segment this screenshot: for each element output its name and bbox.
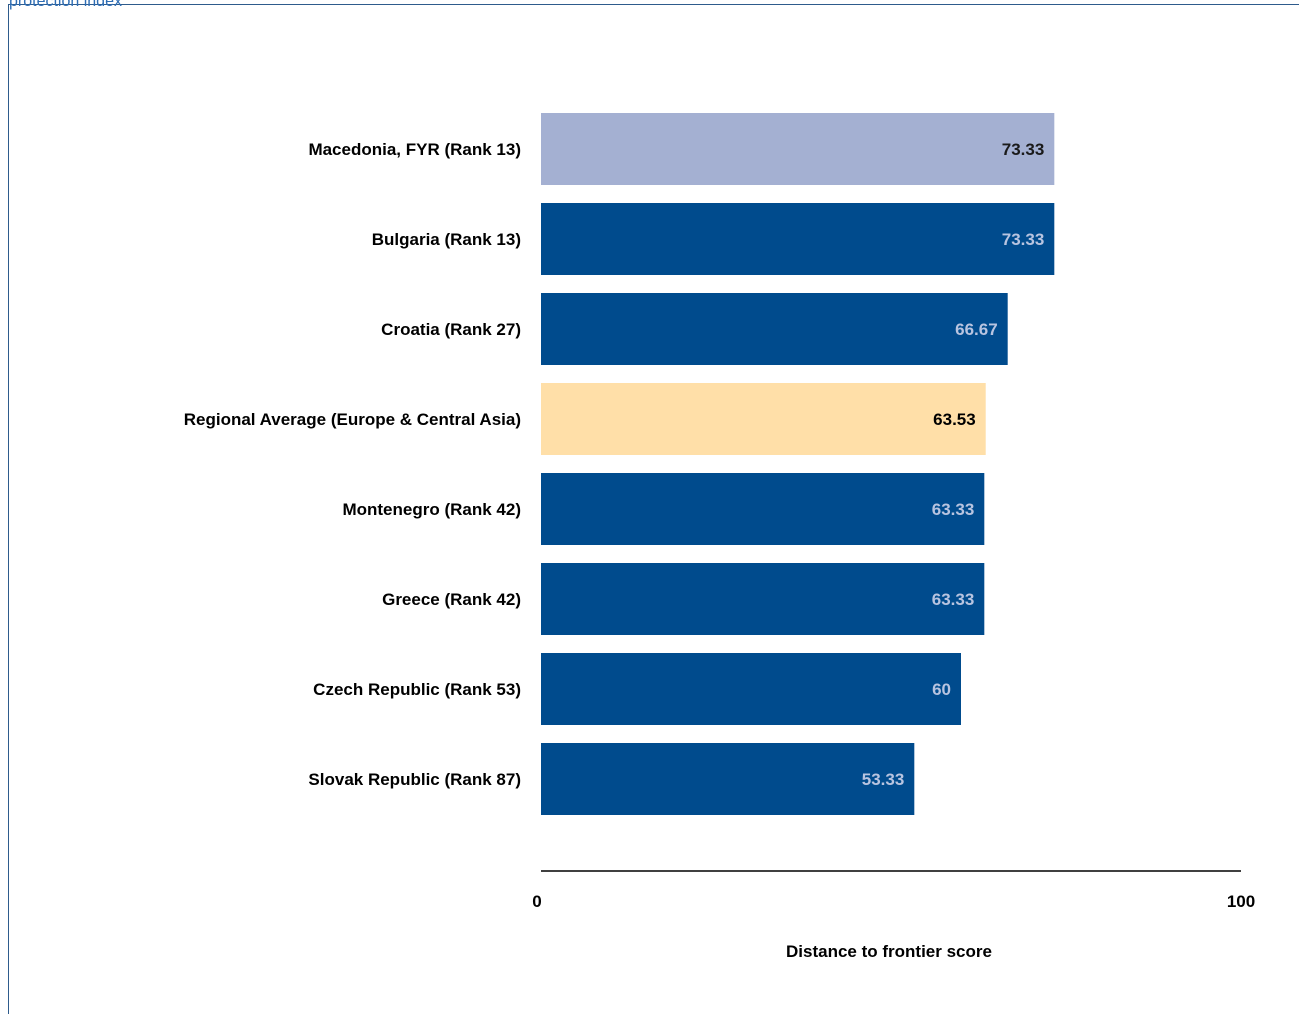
chart-caption: protection index (9, 0, 122, 10)
value-label-7: 53.33 (862, 770, 905, 789)
x-axis-title: Distance to frontier score (786, 942, 992, 961)
bar-6 (541, 653, 961, 725)
value-label-5: 63.33 (932, 590, 975, 609)
category-label-2: Croatia (Rank 27) (381, 320, 521, 339)
bar-4 (541, 473, 985, 545)
category-label-7: Slovak Republic (Rank 87) (308, 770, 521, 789)
bar-2 (541, 293, 1008, 365)
bar-3 (541, 383, 986, 455)
category-labels-group: Macedonia, FYR (Rank 13) Bulgaria (Rank 1… (184, 140, 521, 789)
x-tick-label-min: 0 (532, 892, 541, 911)
chart-frame: protection index (8, 0, 1299, 1014)
x-tick-label-max: 100 (1227, 892, 1255, 911)
category-label-5: Greece (Rank 42) (382, 590, 521, 609)
bars-group (541, 113, 1055, 815)
category-label-6: Czech Republic (Rank 53) (313, 680, 521, 699)
bar-1 (541, 203, 1055, 275)
value-label-4: 63.33 (932, 500, 975, 519)
category-label-0: Macedonia, FYR (Rank 13) (308, 140, 521, 159)
value-label-0: 73.33 (1002, 140, 1045, 159)
value-label-1: 73.33 (1002, 230, 1045, 249)
bar-7 (541, 743, 915, 815)
value-label-6: 60 (932, 680, 951, 699)
category-label-4: Montenegro (Rank 42) (342, 500, 521, 519)
bar-5 (541, 563, 985, 635)
category-label-3: Regional Average (Europe & Central Asia) (184, 410, 521, 429)
value-labels-group: 73.33 73.33 66.67 63.53 63.33 63.33 60 53.33 (862, 140, 1045, 789)
value-label-3: 63.53 (933, 410, 976, 429)
category-label-1: Bulgaria (Rank 13) (372, 230, 521, 249)
bar-0 (541, 113, 1055, 185)
value-label-2: 66.67 (955, 320, 998, 339)
